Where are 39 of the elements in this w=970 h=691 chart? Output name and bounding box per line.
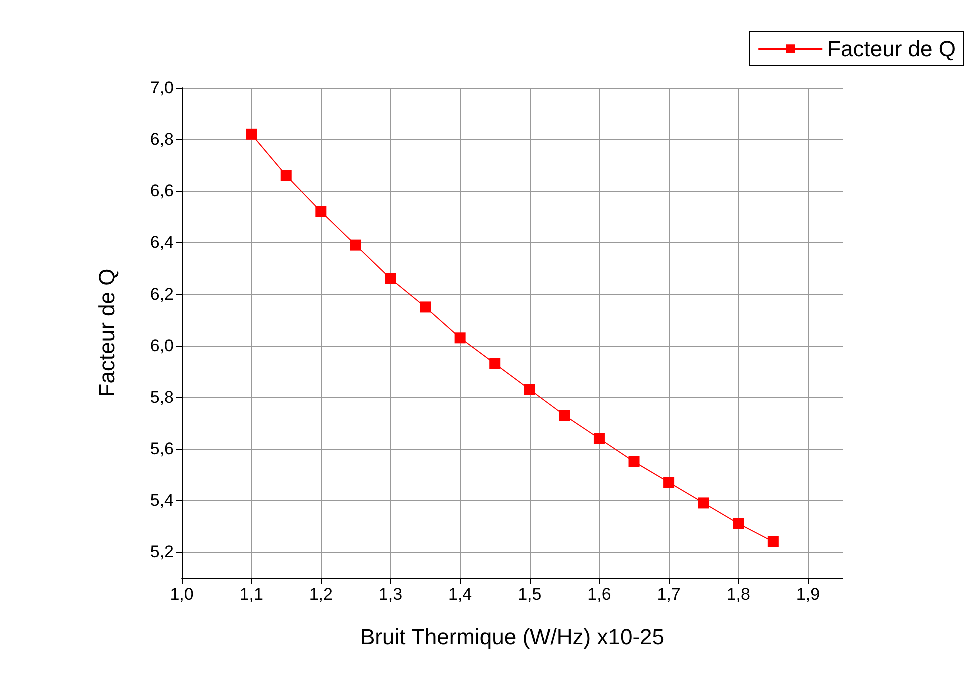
y-tick-label: 6,0 [150,336,174,356]
x-tick-label: 1,8 [726,585,750,604]
y-tick-label: 5,4 [150,491,174,510]
point [664,477,675,488]
point [733,518,744,530]
x-tick-label: 1,6 [588,585,612,604]
x-tick-label: 1,3 [378,585,403,604]
x-axis-title: Bruit Thermique (W/Hz) x10-25 [360,624,665,650]
x-tick-label: 1,0 [170,585,194,604]
point [316,206,327,218]
point [280,170,292,182]
point [490,358,501,370]
point [768,536,779,548]
point [420,302,432,313]
point [246,128,258,140]
x-tick-label: 1,9 [796,585,820,604]
x-tick-label: 1,7 [657,585,681,604]
point [559,410,570,422]
y-tick-label: 6,6 [150,182,174,201]
y-tick-label: 5,2 [150,542,174,562]
legend-label: Facteur de Q [828,36,956,62]
y-tick-label: 6,4 [150,233,174,252]
point [350,240,362,251]
y-tick-label: 6,8 [150,130,174,150]
y-tick-label: 6,2 [150,284,174,304]
point [628,456,640,468]
point [594,433,605,444]
x-tick-label: 1,1 [240,585,264,604]
x-tick-label: 1,2 [309,585,333,604]
point [385,273,396,284]
point [524,384,536,396]
y-tick-label: 5,8 [150,388,174,407]
x-tick-label: 1,5 [518,585,542,604]
y-tick-label: 5,6 [150,440,174,459]
point [698,498,710,509]
x-tick-label: 1,4 [448,585,472,604]
y-axis-title: Facteur de Q [94,268,120,398]
y-tick-label: 7,0 [150,78,174,98]
point [454,332,466,344]
